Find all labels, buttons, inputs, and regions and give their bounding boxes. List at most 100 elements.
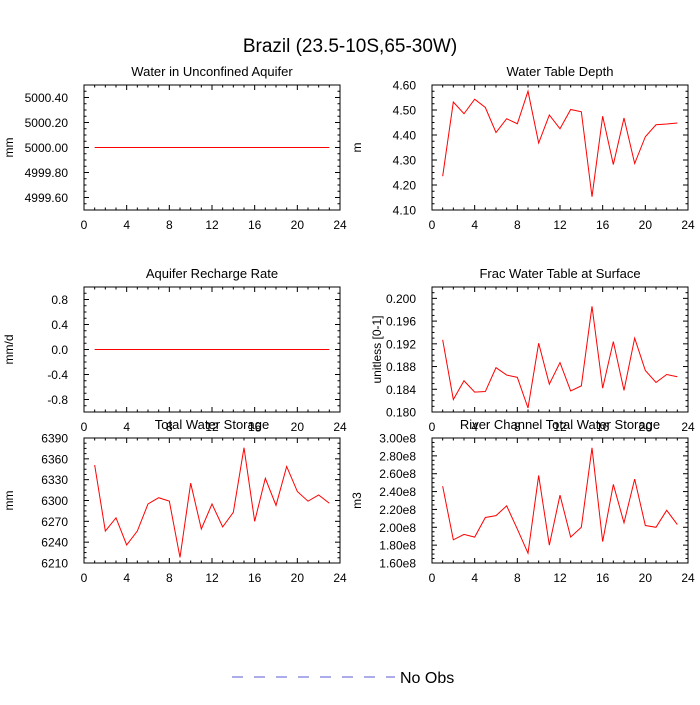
y-tick-label: 4999.80 — [25, 166, 69, 180]
x-tick-label: 24 — [333, 420, 347, 434]
x-tick-label: 16 — [248, 571, 262, 585]
y-tick-label: 0.196 — [386, 315, 416, 329]
x-tick-label: 20 — [639, 420, 653, 434]
y-axis-label: mm — [2, 138, 16, 158]
y-tick-label: 4.30 — [393, 154, 417, 168]
legend-label-no-obs: No Obs — [400, 670, 454, 687]
x-tick-label: 0 — [429, 571, 436, 585]
panel-title: Frac Water Table at Surface — [479, 266, 640, 281]
series-line-1850-141 — [94, 447, 330, 558]
x-tick-label: 24 — [681, 420, 695, 434]
series-line-1850-141 — [442, 89, 678, 197]
x-tick-label: 12 — [205, 571, 219, 585]
y-axis-label: m — [350, 143, 364, 153]
x-tick-label: 8 — [166, 218, 173, 232]
y-tick-label: 6270 — [41, 515, 68, 529]
x-tick-label: 0 — [429, 218, 436, 232]
panel-water-in-unconfined-aquifer: Water in Unconfined Aquifer 0 4 8 12 16 20 24 49… — [2, 64, 347, 232]
y-axis-label: mm/d — [2, 335, 16, 365]
y-tick-label: 2.60e8 — [379, 467, 416, 481]
y-tick-label: 0.184 — [386, 383, 416, 397]
x-tick-label: 20 — [291, 571, 305, 585]
x-tick-label: 12 — [205, 420, 219, 434]
plot-frame — [431, 437, 689, 564]
x-tick-label: 0 — [429, 420, 436, 434]
y-tick-label: 0.0 — [51, 343, 68, 357]
panel-title: River Channel Total Water Storage — [460, 417, 660, 432]
y-tick-label: 4.10 — [393, 204, 417, 218]
x-tick-label: 20 — [291, 218, 305, 232]
y-tick-label: 6390 — [41, 432, 68, 446]
y-tick-label: 5000.20 — [25, 116, 69, 130]
panel-river-channel-total-water-storage: River Channel Total Water Storage 0 4 8 12 16… — [350, 417, 695, 585]
x-tick-label: 4 — [123, 571, 130, 585]
x-tick-label: 12 — [553, 218, 567, 232]
panel-title: Total Water Storage — [155, 417, 269, 432]
x-tick-label: 8 — [514, 420, 521, 434]
y-tick-label: 1.80e8 — [379, 539, 416, 553]
panel-title: Aquifer Recharge Rate — [146, 266, 278, 281]
panel-frac-water-table-at-surface: Frac Water Table at Surface 0 4 8 12 16 20 24 0.… — [370, 266, 695, 434]
plot-frame — [83, 437, 341, 564]
y-tick-label: 4.50 — [393, 104, 417, 118]
panels: Water in Unconfined Aquifer 0 4 8 12 16 20 24 49… — [2, 64, 695, 585]
y-tick-label: 4.20 — [393, 179, 417, 193]
panel-water-table-depth: Water Table Depth 0 4 8 12 16 20 24 4.10 4.20 4.30… — [350, 64, 695, 232]
x-tick-label: 4 — [123, 420, 130, 434]
y-tick-label: 0.192 — [386, 337, 416, 351]
x-tick-label: 16 — [248, 218, 262, 232]
x-tick-label: 4 — [471, 218, 478, 232]
x-tick-label: 16 — [248, 420, 262, 434]
x-tick-label: 0 — [81, 218, 88, 232]
x-tick-label: 16 — [596, 571, 610, 585]
x-tick-label: 20 — [639, 218, 653, 232]
x-tick-label: 20 — [291, 420, 305, 434]
x-tick-label: 12 — [553, 571, 567, 585]
y-tick-label: 0.200 — [386, 292, 416, 306]
y-tick-label: 2.80e8 — [379, 449, 416, 463]
x-tick-label: 20 — [639, 571, 653, 585]
x-tick-label: 16 — [596, 420, 610, 434]
x-tick-label: 0 — [81, 571, 88, 585]
y-tick-label: -0.4 — [47, 368, 68, 382]
y-axis-label: mm — [2, 491, 16, 511]
y-tick-label: -0.8 — [47, 393, 68, 407]
panel-title: Water in Unconfined Aquifer — [131, 64, 293, 79]
y-tick-label: 6360 — [41, 452, 68, 466]
y-tick-label: 3.00e8 — [379, 432, 416, 446]
legend: No Obs 1850_141 — [232, 670, 471, 705]
x-tick-label: 24 — [333, 571, 347, 585]
y-tick-label: 0.4 — [51, 318, 68, 332]
y-tick-label: 0.180 — [386, 406, 416, 420]
panel-total-water-storage: Total Water Storage 0 4 8 12 16 20 24 6210 6240 62… — [2, 417, 347, 585]
x-tick-label: 8 — [166, 571, 173, 585]
x-tick-label: 8 — [514, 571, 521, 585]
y-tick-label: 0.8 — [51, 293, 68, 307]
x-tick-label: 4 — [471, 571, 478, 585]
plot-frame — [431, 286, 689, 413]
y-tick-label: 5000.40 — [25, 91, 69, 105]
x-tick-label: 8 — [166, 420, 173, 434]
x-tick-label: 4 — [123, 218, 130, 232]
x-tick-label: 24 — [333, 218, 347, 232]
y-tick-label: 2.40e8 — [379, 485, 416, 499]
x-tick-label: 16 — [596, 218, 610, 232]
y-tick-label: 5000.00 — [25, 141, 69, 155]
y-tick-label: 2.00e8 — [379, 521, 416, 535]
panel-title: Water Table Depth — [507, 64, 614, 79]
y-tick-label: 6330 — [41, 473, 68, 487]
y-tick-label: 6210 — [41, 557, 68, 571]
y-tick-label: 4.40 — [393, 129, 417, 143]
x-tick-label: 4 — [471, 420, 478, 434]
y-tick-label: 4999.60 — [25, 191, 69, 205]
x-tick-label: 12 — [553, 420, 567, 434]
x-tick-label: 0 — [81, 420, 88, 434]
y-tick-label: 2.20e8 — [379, 503, 416, 517]
y-tick-label: 0.188 — [386, 360, 416, 374]
y-tick-label: 6240 — [41, 536, 68, 550]
panel-aquifer-recharge-rate: Aquifer Recharge Rate 0 4 8 12 16 20 24 -0.8 -0.4… — [2, 266, 347, 434]
plot-frame — [431, 84, 689, 211]
x-tick-label: 12 — [205, 218, 219, 232]
x-tick-label: 24 — [681, 218, 695, 232]
